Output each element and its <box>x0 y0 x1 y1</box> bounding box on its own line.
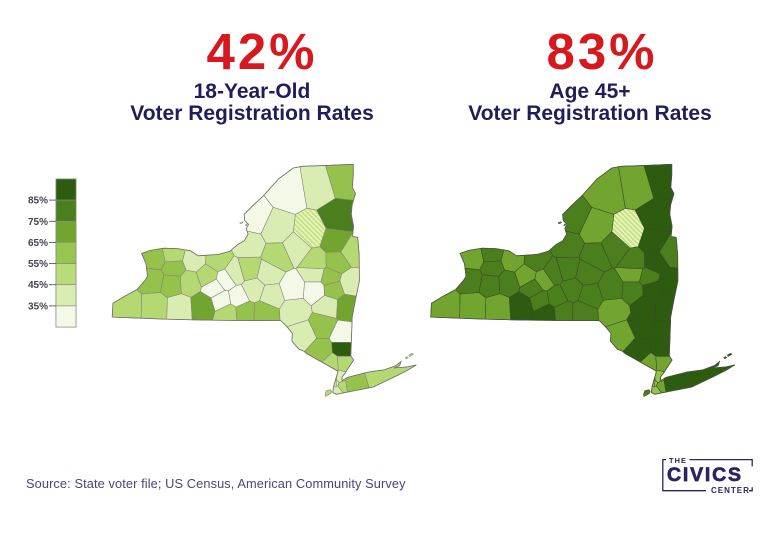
svg-text:45%: 45% <box>28 280 48 291</box>
svg-text:CIVICS: CIVICS <box>667 464 743 486</box>
svg-text:55%: 55% <box>28 259 48 270</box>
svg-text:75%: 75% <box>28 217 48 228</box>
svg-text:85%: 85% <box>28 196 48 207</box>
svg-text:65%: 65% <box>28 238 48 249</box>
svg-text:THE: THE <box>669 456 687 465</box>
svg-text:CENTER: CENTER <box>711 486 750 495</box>
svg-text:35%: 35% <box>28 301 48 312</box>
